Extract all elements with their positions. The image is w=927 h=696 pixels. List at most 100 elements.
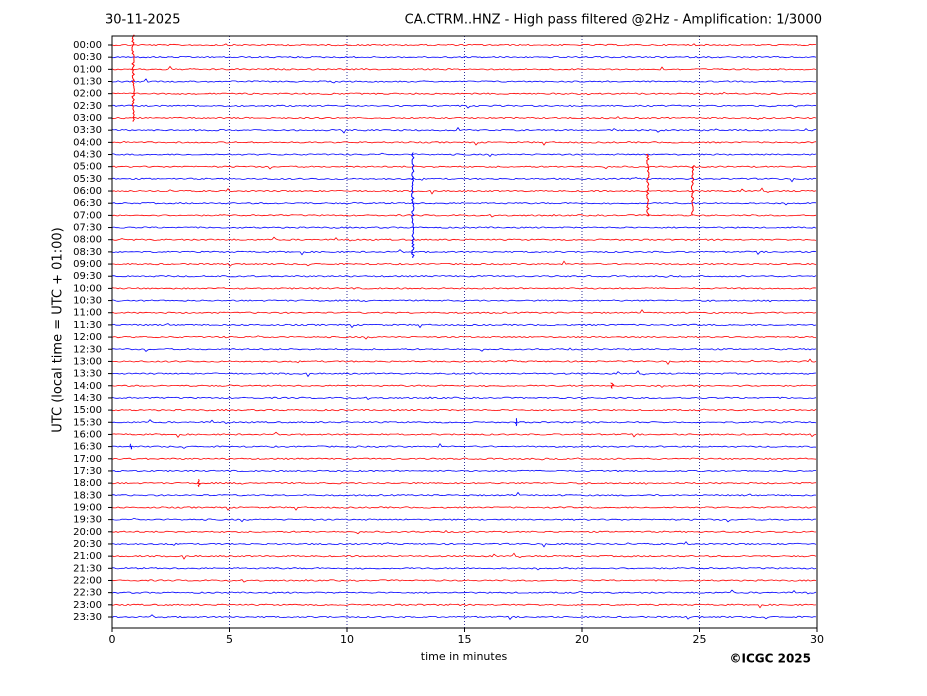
y-tick-label: 09:30 <box>73 271 102 282</box>
y-tick-label: 03:30 <box>73 125 102 136</box>
trace <box>111 396 817 401</box>
copyright: ©ICGC 2025 <box>729 652 811 666</box>
y-tick-label: 09:00 <box>73 259 102 270</box>
y-tick-label: 05:30 <box>73 174 102 185</box>
trace <box>111 384 817 388</box>
seismic-event <box>645 153 650 216</box>
y-tick-label: 07:00 <box>73 210 102 221</box>
trace <box>111 603 817 609</box>
y-tick-label: 14:00 <box>73 381 102 392</box>
trace <box>111 104 817 109</box>
y-tick-label: 22:30 <box>73 588 102 599</box>
plot-frame <box>111 35 818 629</box>
trace <box>111 323 817 329</box>
y-tick-label: 10:30 <box>73 296 102 307</box>
seismic-event <box>609 382 615 389</box>
y-tick-label: 07:30 <box>73 223 102 234</box>
y-tick-label: 08:00 <box>73 235 102 246</box>
trace <box>111 358 817 366</box>
trace <box>111 91 817 96</box>
y-tick-label: 01:30 <box>73 77 102 88</box>
y-tick-label: 00:00 <box>73 40 102 51</box>
seismic-event <box>690 166 695 216</box>
trace <box>111 552 817 560</box>
y-tick-label: 16:30 <box>73 442 102 453</box>
trace <box>112 152 817 158</box>
trace <box>111 126 817 134</box>
y-tick-label: 18:30 <box>73 490 102 501</box>
trace <box>111 214 817 218</box>
y-tick-label: 17:30 <box>73 466 102 477</box>
trace <box>111 541 817 548</box>
y-tick-label: 12:30 <box>73 344 102 355</box>
trace <box>111 274 817 278</box>
date-title: 30-11-2025 <box>105 13 181 28</box>
trace <box>111 408 817 412</box>
y-tick-label: 05:00 <box>73 162 102 173</box>
trace <box>111 530 817 535</box>
x-axis-label: time in minutes <box>421 650 508 663</box>
trace <box>111 442 817 449</box>
y-tick-label: 08:30 <box>73 247 102 258</box>
trace <box>111 491 817 497</box>
seismic-event <box>129 443 133 450</box>
trace <box>111 187 817 195</box>
y-tick-label: 22:00 <box>73 575 102 586</box>
y-tick-label: 10:00 <box>73 283 102 294</box>
y-tick-label: 15:30 <box>73 417 102 428</box>
trace <box>111 78 817 84</box>
trace <box>111 56 817 59</box>
trace <box>111 431 817 439</box>
y-tick-label: 17:00 <box>73 454 102 465</box>
trace <box>111 370 817 378</box>
trace <box>111 579 817 583</box>
trace <box>111 614 817 621</box>
trace <box>111 226 817 229</box>
y-tick-label: 15:00 <box>73 405 102 416</box>
y-tick-label: 13:00 <box>73 356 102 367</box>
trace <box>111 65 817 71</box>
trace <box>111 177 817 183</box>
trace <box>111 469 817 473</box>
seismic-event <box>131 34 135 122</box>
y-tick-label: 18:00 <box>73 478 102 489</box>
y-tick-label: 04:00 <box>73 137 102 148</box>
y-tick-label: 20:00 <box>73 527 102 538</box>
y-tick-label: 00:30 <box>73 52 102 63</box>
y-tick-label: 21:00 <box>73 551 102 562</box>
y-tick-label: 04:30 <box>73 150 102 161</box>
trace <box>111 589 817 595</box>
x-tick-label: 0 <box>109 633 116 646</box>
y-tick-label: 06:30 <box>73 198 102 209</box>
trace <box>111 201 817 206</box>
y-tick-label: 01:00 <box>73 64 102 75</box>
seismic-event <box>197 478 201 488</box>
trace <box>111 481 817 485</box>
y-tick-label: 19:30 <box>73 515 102 526</box>
trace <box>111 335 817 340</box>
x-tick-label: 20 <box>575 633 589 646</box>
y-tick-label: 19:00 <box>73 502 102 513</box>
x-tick-label: 5 <box>226 633 233 646</box>
x-tick-label: 25 <box>693 633 707 646</box>
y-tick-label: 02:00 <box>73 89 102 100</box>
y-tick-label: 03:00 <box>73 113 102 124</box>
trace <box>111 236 817 242</box>
trace <box>111 309 817 314</box>
trace <box>111 140 817 146</box>
trace <box>111 517 817 523</box>
y-tick-label: 20:30 <box>73 539 102 550</box>
trace <box>111 506 817 511</box>
x-tick-label: 10 <box>340 633 354 646</box>
trace <box>111 43 817 47</box>
seismic-event <box>514 418 518 427</box>
trace <box>111 116 817 120</box>
trace <box>111 419 817 424</box>
y-tick-label: 16:00 <box>73 429 102 440</box>
trace <box>112 347 817 352</box>
trace <box>111 249 817 256</box>
y-tick-label: 23:30 <box>73 612 102 623</box>
x-tick-label: 15 <box>458 633 472 646</box>
y-tick-label: 12:00 <box>73 332 102 343</box>
chart-title: CA.CTRM..HNZ - High pass filtered @2Hz -… <box>405 13 822 28</box>
